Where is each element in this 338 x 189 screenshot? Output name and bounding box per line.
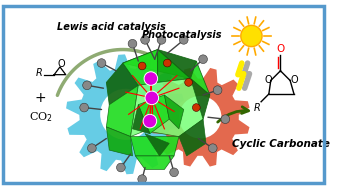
- Circle shape: [157, 36, 166, 44]
- Circle shape: [143, 114, 157, 128]
- Circle shape: [138, 62, 146, 70]
- Circle shape: [80, 103, 89, 112]
- Circle shape: [241, 25, 262, 47]
- Circle shape: [100, 89, 151, 140]
- Circle shape: [128, 39, 137, 48]
- Polygon shape: [191, 61, 210, 95]
- Circle shape: [213, 86, 222, 94]
- Polygon shape: [158, 50, 191, 82]
- Text: Cyclic Carbonate: Cyclic Carbonate: [232, 139, 330, 149]
- Text: Photocatalysis: Photocatalysis: [142, 30, 222, 40]
- Polygon shape: [130, 137, 179, 156]
- Polygon shape: [164, 95, 184, 129]
- Circle shape: [138, 175, 146, 184]
- Circle shape: [144, 72, 158, 85]
- Polygon shape: [145, 134, 169, 156]
- Circle shape: [170, 168, 178, 177]
- Circle shape: [179, 96, 221, 139]
- Circle shape: [145, 91, 159, 105]
- Polygon shape: [151, 68, 249, 167]
- Polygon shape: [136, 156, 174, 170]
- Polygon shape: [138, 95, 169, 134]
- Text: O: O: [276, 43, 285, 53]
- Text: +: +: [35, 91, 46, 105]
- Polygon shape: [123, 50, 158, 85]
- Circle shape: [199, 55, 208, 64]
- Circle shape: [97, 59, 106, 67]
- Polygon shape: [130, 79, 203, 137]
- Polygon shape: [106, 63, 138, 105]
- Polygon shape: [158, 50, 196, 79]
- Circle shape: [179, 36, 188, 44]
- Polygon shape: [191, 79, 210, 119]
- Text: O: O: [290, 75, 298, 85]
- Text: R: R: [35, 68, 42, 78]
- Polygon shape: [179, 119, 206, 156]
- Polygon shape: [123, 50, 191, 79]
- Text: O: O: [264, 75, 272, 85]
- Circle shape: [164, 59, 171, 67]
- Circle shape: [141, 36, 149, 44]
- Polygon shape: [132, 105, 150, 134]
- Polygon shape: [106, 127, 132, 156]
- Polygon shape: [106, 85, 138, 137]
- Circle shape: [185, 79, 192, 86]
- Circle shape: [209, 144, 217, 153]
- Text: R: R: [254, 103, 261, 113]
- Text: Lewis acid catalysis: Lewis acid catalysis: [57, 22, 166, 33]
- Circle shape: [88, 144, 96, 153]
- Circle shape: [83, 81, 91, 90]
- Circle shape: [192, 104, 200, 112]
- Text: CO$_2$: CO$_2$: [29, 110, 52, 124]
- Polygon shape: [66, 54, 185, 174]
- Circle shape: [117, 163, 125, 172]
- Circle shape: [221, 115, 230, 124]
- Text: O: O: [57, 59, 65, 69]
